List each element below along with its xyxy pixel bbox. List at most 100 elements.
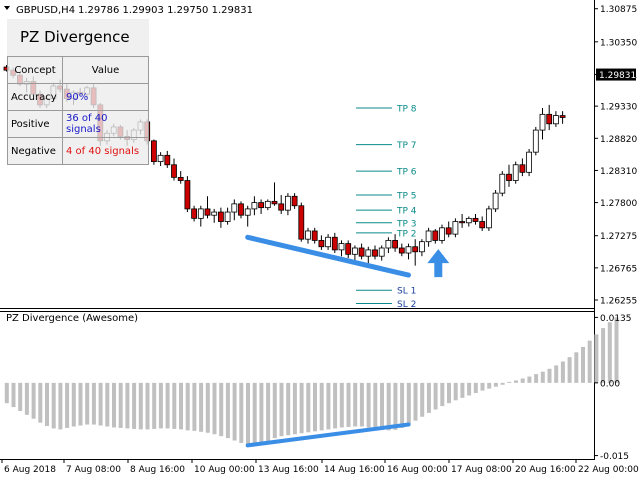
candle-body <box>492 192 499 210</box>
oscillator-bar <box>118 382 123 428</box>
oscillator-bar <box>433 382 438 410</box>
oscillator-bar <box>225 382 230 439</box>
candle-body <box>318 240 325 248</box>
candle-body <box>211 211 218 216</box>
candle-body <box>278 203 285 211</box>
candle-body <box>217 211 224 222</box>
oscillator-bar <box>18 382 23 411</box>
symbol-label: GBPUSD,H4 <box>16 5 75 16</box>
oscillator-bar <box>158 382 163 429</box>
oscillator-bar <box>420 382 425 417</box>
stats-table: Concept Value Accuracy 90% Positive 36 o… <box>7 56 149 165</box>
oscillator-bar <box>51 382 56 429</box>
candle-body <box>418 241 425 253</box>
oscillator-bar <box>594 334 599 383</box>
triangle-down-icon[interactable] <box>4 6 10 10</box>
candle-body <box>365 249 372 257</box>
candle-body <box>378 247 385 257</box>
oscillator-bar <box>547 368 552 383</box>
price-tick-label: 1.28310 <box>600 167 637 177</box>
oscillator-bar <box>500 382 505 385</box>
oscillator-bar <box>292 382 297 435</box>
candle-body <box>164 154 171 166</box>
oscillator-bar <box>386 382 391 431</box>
table-header-row: Concept Value <box>7 56 149 84</box>
header-value: Value <box>62 56 149 84</box>
oscillator-divergence-line <box>245 422 411 448</box>
oscillator-bar <box>252 382 257 446</box>
table-row: Negative 4 of 40 signals <box>7 137 149 165</box>
candle-body <box>171 164 177 178</box>
level-label: TP 8 <box>396 105 417 115</box>
candle-body <box>398 247 405 254</box>
oscillator-bar <box>581 346 585 383</box>
panel-title: PZ Divergence <box>7 19 149 56</box>
oscillator-bar <box>65 382 70 428</box>
oscillator-bar <box>239 382 244 443</box>
oscillator-bar <box>38 382 43 423</box>
level-label: TP 4 <box>396 207 417 217</box>
candle-body <box>412 246 419 253</box>
candle-body <box>238 203 244 216</box>
candle-body <box>465 217 472 224</box>
candle-body <box>532 129 539 153</box>
axes-group: 1.30875 1.30350 1.29831 1.29330 1.28820 1.283… <box>1 5 639 475</box>
oscillator-bar <box>232 382 237 441</box>
candle-body <box>258 202 265 209</box>
oscillator-bar <box>607 322 612 383</box>
level-label: TP 3 <box>396 219 417 229</box>
oscillator-bar <box>165 382 170 429</box>
table-row: Positive 36 of 40 signals <box>7 110 149 138</box>
time-tick-label: 6 Aug 2018 <box>4 465 56 475</box>
oscillator-bar <box>380 382 384 430</box>
oscillator-bar <box>4 382 9 404</box>
candle-body <box>499 173 506 194</box>
oscillator-bar <box>132 382 137 429</box>
time-tick-label: 10 Aug 00:00 <box>194 465 255 475</box>
candle-body <box>177 176 184 181</box>
oscillator-bar <box>91 382 96 425</box>
level-label: TP 2 <box>396 229 417 239</box>
oscillator-bar <box>480 382 485 391</box>
oscillator-bar <box>326 382 331 430</box>
candle-body <box>432 230 439 241</box>
oscillator-bar <box>447 382 451 404</box>
level-label: TP 6 <box>396 168 417 178</box>
oscillator-bar <box>453 382 458 401</box>
price-tick-label: 1.27800 <box>600 199 637 209</box>
row-value: 4 of 40 signals <box>62 137 149 165</box>
oscillator-bar <box>426 382 431 413</box>
candle-body <box>331 236 338 251</box>
oscillator-bar <box>359 382 364 427</box>
candle-body <box>358 247 365 257</box>
levels-group: TP 8 TP 7 TP 6 TP 5 TP 4 TP 3TP 2 SL 1 SL 2 <box>356 105 417 310</box>
candle-body <box>405 246 412 254</box>
row-value: 36 of 40 signals <box>62 110 149 138</box>
candle-body <box>305 230 311 240</box>
candle-body <box>284 195 291 211</box>
oscillator-bar <box>487 382 492 389</box>
row-concept: Positive <box>7 110 63 138</box>
row-concept: Accuracy <box>7 83 63 111</box>
header-concept: Concept <box>7 56 63 84</box>
oscillator-bar <box>112 382 116 428</box>
oscillator-tick-label: -0.015 <box>600 452 629 462</box>
row-value: 90% <box>62 83 149 111</box>
oscillator-bar <box>172 382 177 429</box>
oscillator-bar <box>560 361 565 383</box>
level-label: TP 7 <box>396 141 417 151</box>
oscillator-bar <box>400 382 405 428</box>
candle-body <box>298 205 305 240</box>
candle-body <box>264 200 271 209</box>
candle-body <box>184 180 191 210</box>
oscillator-bar <box>574 352 579 383</box>
oscillator-tick-label: 0.00 <box>600 379 620 389</box>
oscillator-bar <box>152 382 157 429</box>
price-tick-label: 1.30875 <box>600 5 637 15</box>
price-tick-label: 1.27275 <box>600 232 637 242</box>
time-tick-label: 22 Aug 00:00 <box>578 465 639 475</box>
oscillator-bar <box>24 382 29 415</box>
oscillator-bar <box>179 382 183 430</box>
oscillator-bar <box>353 382 358 427</box>
